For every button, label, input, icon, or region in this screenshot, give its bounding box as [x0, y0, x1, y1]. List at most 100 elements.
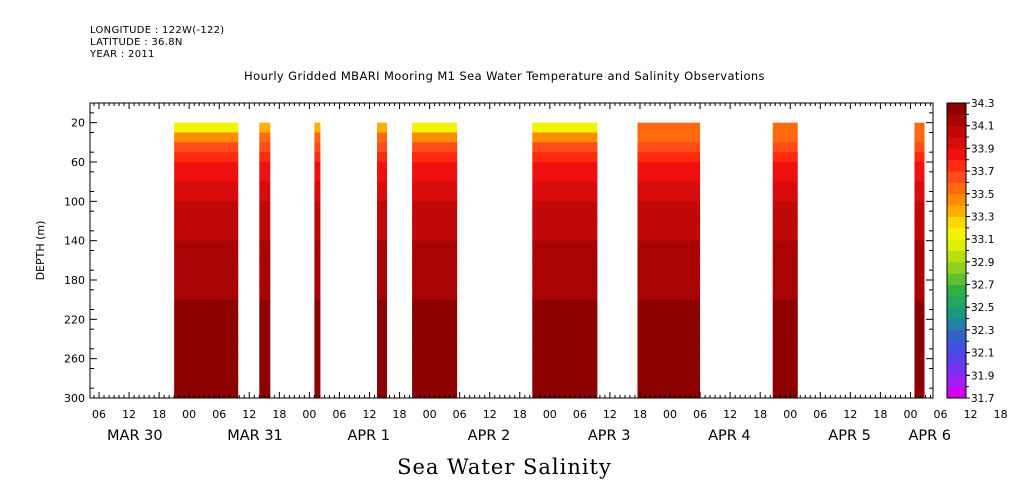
salinity-cell [412, 299, 458, 320]
plot-area [174, 122, 925, 399]
salinity-cell [314, 299, 321, 320]
salinity-cell [314, 152, 321, 163]
colorbar-swatch [947, 239, 966, 251]
salinity-cell [772, 240, 798, 261]
data-segment [314, 122, 321, 399]
data-segment [637, 122, 701, 399]
year-label: YEAR : 2011 [90, 49, 155, 60]
salinity-cell [314, 378, 321, 399]
salinity-cell [914, 142, 925, 153]
x-tick-label: 12 [483, 408, 497, 421]
data-segment [377, 122, 388, 399]
x-tick-label: 18 [873, 408, 887, 421]
colorbar-swatch [947, 318, 966, 331]
salinity-cell [914, 378, 925, 399]
salinity-cell [637, 171, 701, 183]
salinity-cell [314, 221, 321, 242]
salinity-cell [174, 201, 239, 222]
x-tick-label: 06 [92, 408, 106, 421]
salinity-cell [377, 299, 388, 320]
y-tick-label: 100 [64, 195, 85, 208]
colorbar-label: 32.1 [971, 348, 994, 360]
salinity-cell [314, 191, 321, 202]
x-date-label: APR 6 [908, 428, 951, 444]
salinity-cell [412, 132, 458, 143]
salinity-cell [412, 162, 458, 173]
salinity-cell [637, 280, 701, 301]
salinity-cell [914, 280, 925, 301]
salinity-cell [412, 152, 458, 163]
salinity-cell [174, 260, 239, 281]
salinity-cell [174, 378, 239, 399]
salinity-cell [412, 171, 458, 183]
colorbar-swatch [947, 216, 966, 229]
y-axis-label: DEPTH (m) [34, 221, 47, 281]
salinity-cell [259, 378, 271, 399]
colorbar-swatch [947, 307, 966, 320]
salinity-cell [412, 240, 458, 261]
data-segment [914, 122, 925, 399]
data-segment [772, 122, 798, 399]
x-tick-label: 18 [272, 408, 286, 421]
salinity-cell [637, 221, 701, 242]
salinity-cell [259, 240, 271, 261]
x-date-label: APR 1 [347, 428, 390, 444]
data-segment [259, 122, 271, 399]
salinity-cell [259, 152, 271, 163]
salinity-cell [412, 260, 458, 281]
colorbar-swatch [947, 284, 966, 297]
salinity-cell [637, 339, 701, 360]
salinity-cell [314, 201, 321, 222]
salinity-cell [259, 260, 271, 281]
salinity-cell [314, 280, 321, 301]
x-tick-label: 06 [934, 408, 948, 421]
salinity-cell [914, 171, 925, 183]
colorbar-label: 33.1 [971, 234, 994, 246]
salinity-cell [314, 339, 321, 360]
y-tick-label: 20 [71, 117, 85, 130]
salinity-cell [377, 358, 388, 379]
salinity-cell [377, 162, 388, 173]
salinity-cell [174, 319, 239, 340]
longitude-label: LONGITUDE : 122W(-122) [90, 25, 225, 36]
salinity-cell [412, 319, 458, 340]
salinity-cell [772, 280, 798, 301]
colorbar-label: 33.9 [971, 143, 994, 155]
colorbar-swatch [947, 295, 966, 308]
x-date-label: APR 5 [828, 428, 871, 444]
colorbar-swatch [947, 159, 966, 172]
colorbar-swatch [947, 137, 966, 149]
salinity-cell [772, 201, 798, 222]
colorbar-swatch [947, 329, 966, 342]
salinity-cell [259, 319, 271, 340]
salinity-cell [637, 152, 701, 163]
salinity-cell [772, 142, 798, 153]
salinity-cell [259, 280, 271, 301]
salinity-cell [377, 142, 388, 153]
salinity-cell [259, 191, 271, 202]
salinity-cell [637, 319, 701, 340]
salinity-cell [637, 201, 701, 222]
x-tick-label: 12 [843, 408, 857, 421]
salinity-cell [532, 132, 598, 143]
colorbar-label: 32.9 [971, 257, 994, 269]
x-tick-label: 00 [903, 408, 917, 421]
x-tick-label: 12 [964, 408, 978, 421]
salinity-cell [259, 299, 271, 320]
salinity-cell [174, 181, 239, 192]
salinity-cell [259, 171, 271, 183]
salinity-cell [914, 122, 925, 133]
x-tick-label: 18 [994, 408, 1008, 421]
colorbar-label: 32.3 [971, 325, 994, 337]
salinity-cell [637, 132, 701, 143]
salinity-cell [532, 191, 598, 202]
salinity-cell [174, 171, 239, 183]
salinity-cell [174, 221, 239, 242]
x-tick-label: 12 [122, 408, 136, 421]
salinity-cell [174, 299, 239, 320]
colorbar-swatch [947, 125, 966, 138]
salinity-cell [637, 181, 701, 192]
salinity-cell [314, 240, 321, 261]
colorbar-label: 34.3 [971, 98, 994, 110]
